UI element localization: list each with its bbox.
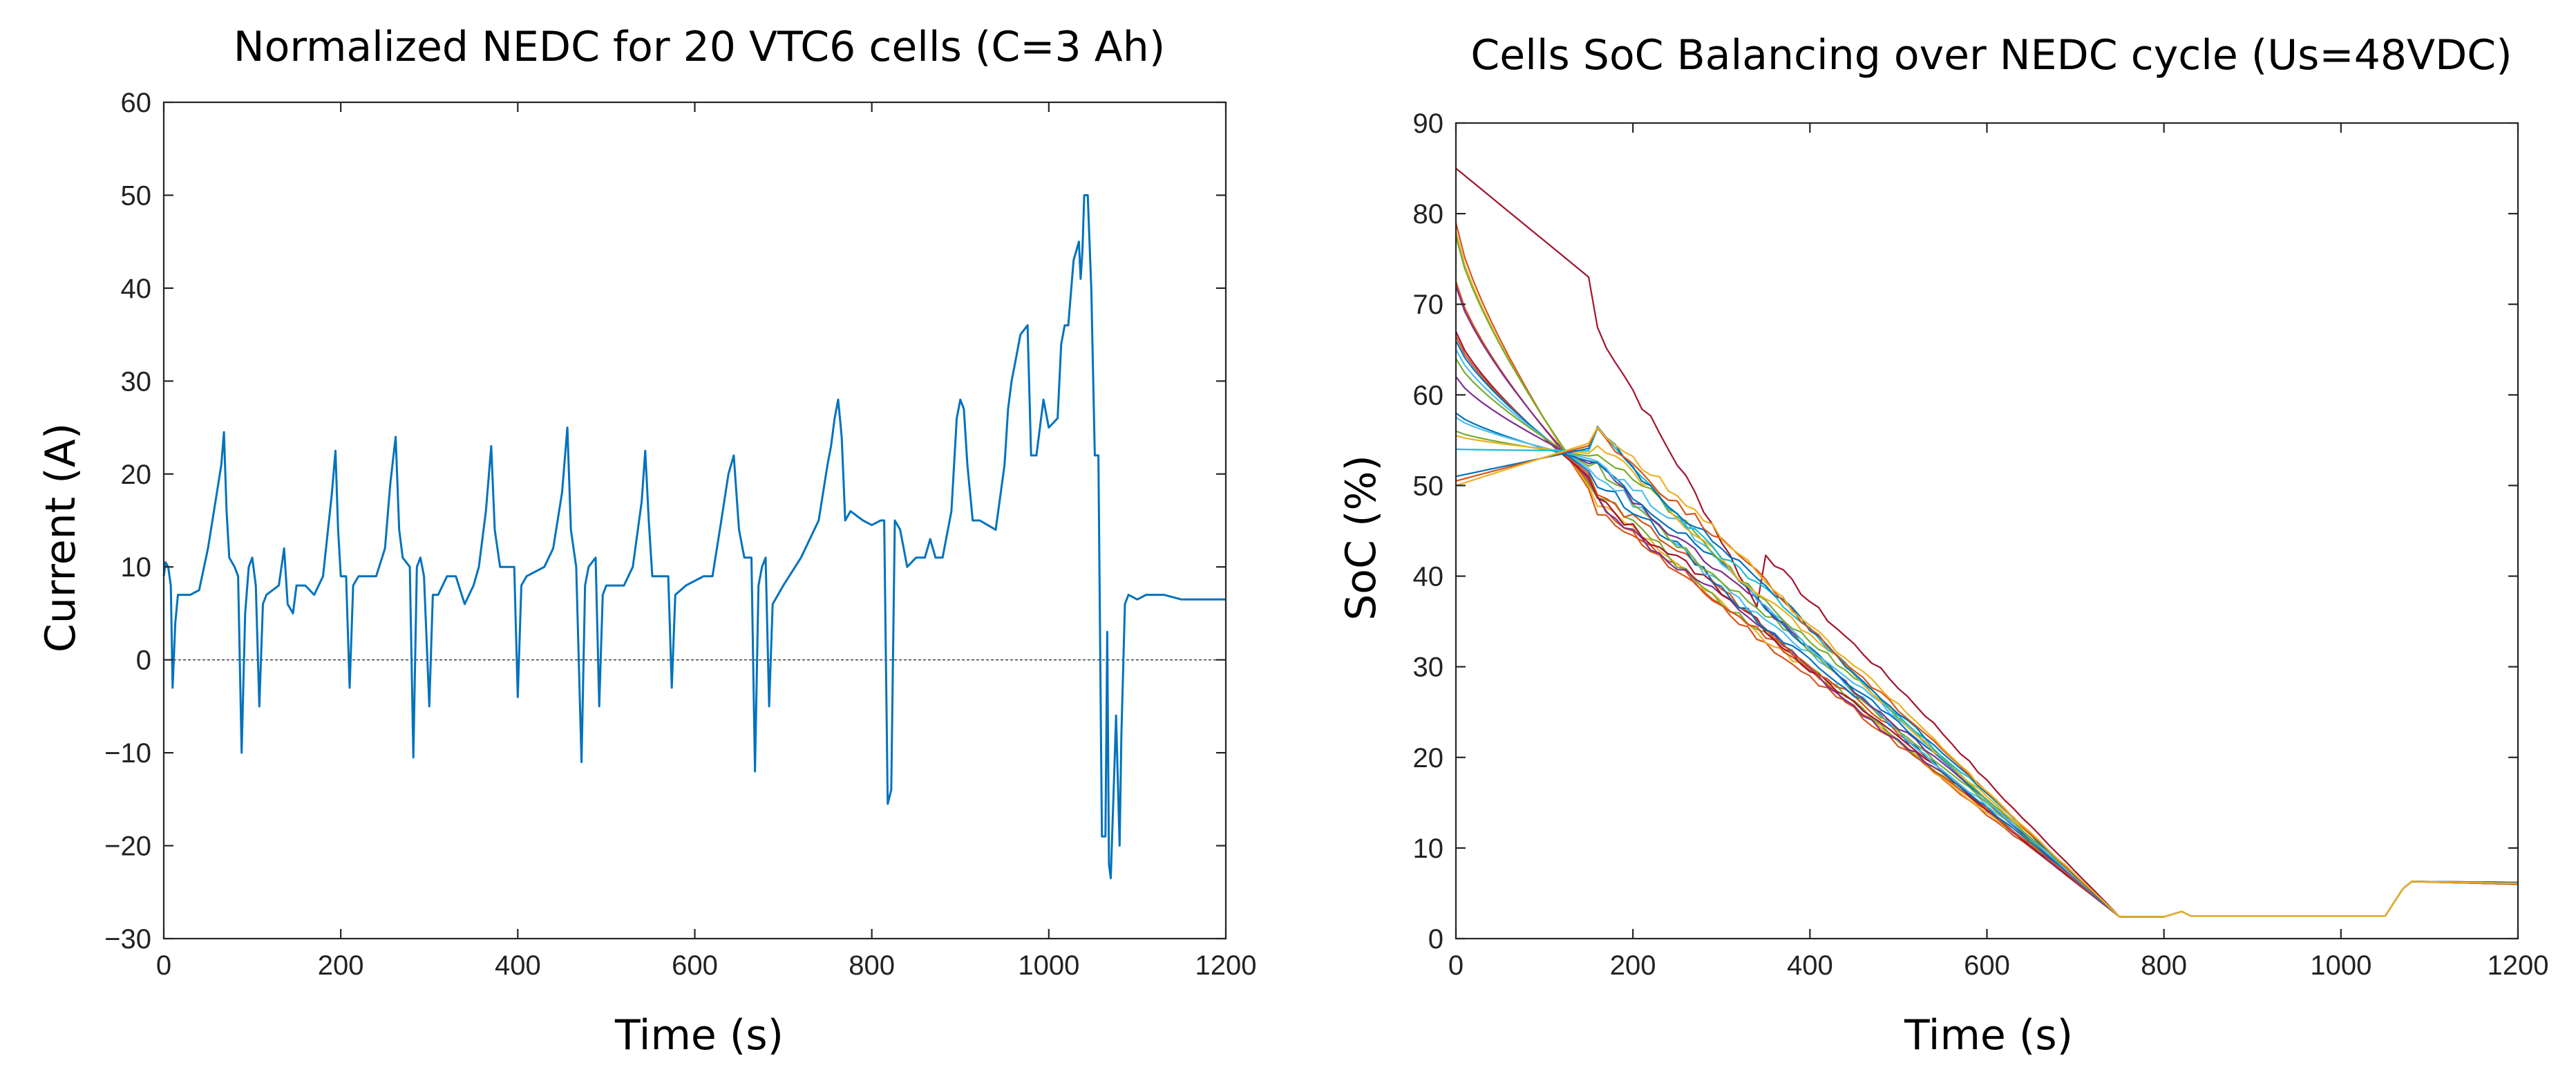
current-series-line — [162, 194, 1226, 880]
soc-series-line — [1455, 285, 2519, 918]
x-axis-label: Time (s) — [614, 1011, 784, 1060]
soc-series-line — [1455, 167, 2519, 918]
soc-series-line — [1455, 281, 2519, 918]
soc-series-line — [1455, 426, 2519, 918]
soc-series-line — [1455, 376, 2519, 918]
y-tick-label: 10 — [121, 552, 152, 583]
soc-chart: Cells SoC Balancing over NEDC cycle (Us=… — [1337, 31, 2548, 1060]
x-tick-label: 400 — [495, 950, 541, 981]
x-tick-label: 600 — [672, 950, 718, 981]
soc-series-line — [1455, 426, 2519, 918]
soc-series-line — [1455, 232, 2519, 918]
soc-series-line — [1455, 358, 2519, 918]
y-tick-label: 70 — [1413, 290, 1444, 320]
chart-title: Normalized NEDC for 20 VTC6 cells (C=3 A… — [234, 23, 1165, 71]
y-axis-label: Current (A) — [37, 423, 85, 652]
soc-series-line — [1455, 426, 2519, 918]
x-tick-label: 800 — [2141, 950, 2187, 981]
y-tick-label: −30 — [104, 924, 151, 955]
soc-series-line — [1455, 349, 2519, 918]
x-tick-label: 400 — [1787, 950, 1833, 981]
y-tick-label: 60 — [1413, 380, 1444, 411]
soc-series-line — [1455, 435, 2519, 918]
soc-series-line — [1455, 335, 2519, 918]
x-tick-label: 1200 — [1195, 950, 1257, 981]
chart-title: Cells SoC Balancing over NEDC cycle (Us=… — [1470, 31, 2512, 79]
x-tick-label: 1200 — [2488, 950, 2549, 981]
x-tick-label: 0 — [156, 950, 171, 981]
soc-series-line — [1455, 412, 2519, 918]
plot-frame — [162, 101, 1227, 940]
x-tick-label: 200 — [1610, 950, 1656, 981]
x-tick-label: 0 — [1448, 950, 1464, 981]
soc-series-line — [1455, 331, 2519, 918]
y-axis-label: SoC (%) — [1337, 455, 1385, 621]
y-tick-label: 80 — [1413, 199, 1444, 229]
y-tick-label: 0 — [1428, 924, 1443, 955]
soc-series-line — [1455, 340, 2519, 918]
current-chart: Normalized NEDC for 20 VTC6 cells (C=3 A… — [37, 23, 1256, 1060]
x-tick-label: 1000 — [1018, 950, 1079, 981]
x-tick-label: 200 — [318, 950, 364, 981]
x-tick-label: 600 — [1964, 950, 2010, 981]
y-tick-label: −10 — [104, 738, 151, 769]
x-axis-label: Time (s) — [1904, 1011, 2073, 1060]
x-tick-label: 1000 — [2310, 950, 2371, 981]
y-tick-label: 30 — [121, 366, 152, 397]
y-tick-label: 20 — [1413, 743, 1444, 773]
y-tick-label: 50 — [1413, 471, 1444, 501]
y-tick-label: 0 — [136, 646, 151, 676]
y-tick-label: 40 — [1413, 562, 1444, 592]
y-tick-label: 90 — [1413, 109, 1444, 139]
soc-series-line — [1455, 427, 2519, 918]
y-tick-label: −20 — [104, 831, 151, 862]
y-tick-label: 40 — [121, 274, 152, 304]
y-tick-label: 10 — [1413, 834, 1444, 864]
y-tick-label: 50 — [121, 180, 152, 211]
x-tick-label: 800 — [849, 950, 895, 981]
y-tick-label: 20 — [121, 460, 152, 490]
y-tick-label: 60 — [121, 88, 152, 118]
y-tick-label: 30 — [1413, 652, 1444, 683]
